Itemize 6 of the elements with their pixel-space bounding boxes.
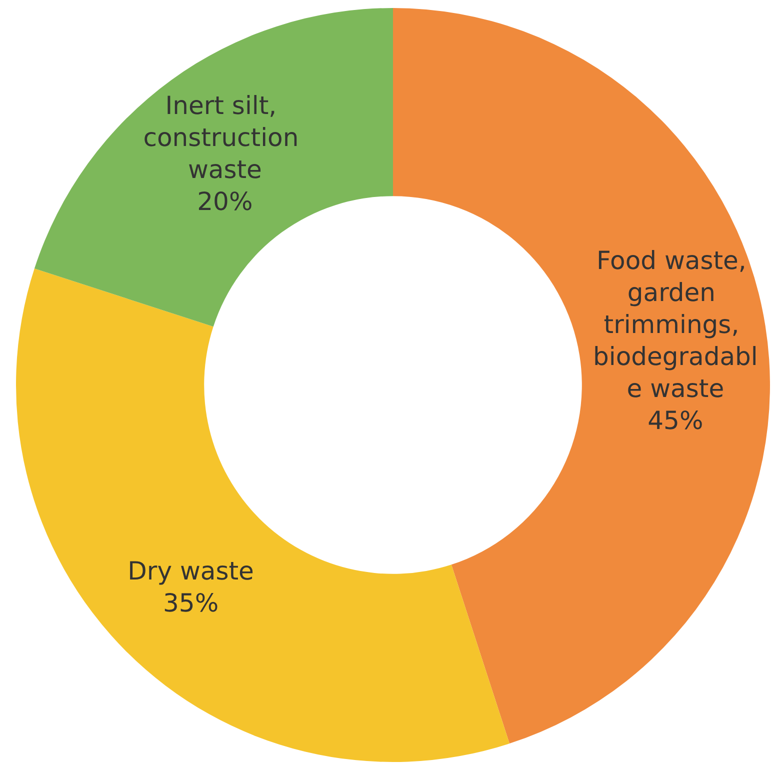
data-label: 35% bbox=[163, 588, 219, 618]
slice-label: Dry waste bbox=[128, 556, 254, 586]
slice-label: Inert silt, construction waste bbox=[143, 91, 307, 184]
slice-label: Food waste, garden trimmings, biodegradable waste bbox=[593, 246, 758, 403]
data-label: 45% bbox=[648, 406, 704, 435]
data-label: 20% bbox=[197, 187, 253, 216]
